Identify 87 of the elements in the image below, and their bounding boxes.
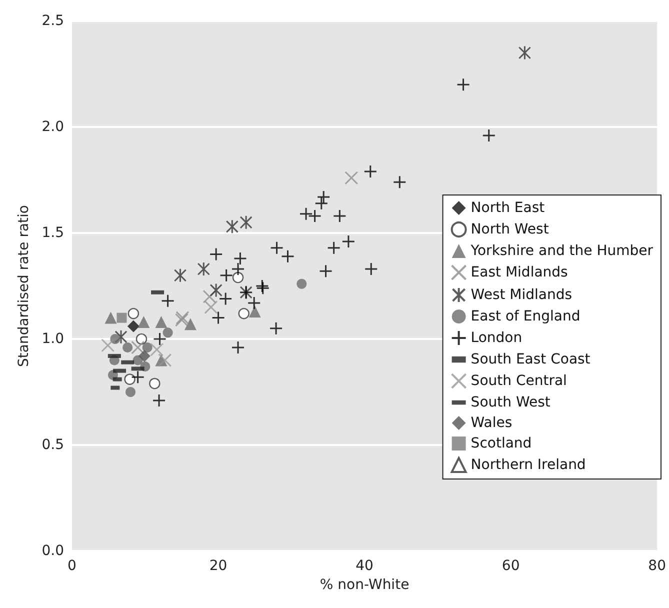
point (122, 342, 133, 352)
y-tick-label: 0.5 (42, 437, 64, 453)
point (281, 250, 295, 264)
point (138, 316, 150, 328)
point (209, 247, 223, 261)
point (299, 207, 313, 221)
x-tick-label: 80 (648, 558, 666, 574)
y-axis-title: Standardised rate ratio (16, 205, 32, 367)
legend-label: London (470, 330, 522, 346)
point (101, 338, 115, 352)
legend-label: North West (470, 222, 550, 238)
point (344, 171, 358, 185)
point (364, 262, 378, 276)
legend-label: East Midlands (470, 264, 568, 280)
point (518, 46, 532, 60)
point (210, 282, 222, 298)
point (319, 264, 333, 278)
point (116, 312, 127, 323)
point (131, 370, 145, 384)
legend-label: East of England (470, 308, 580, 324)
point (114, 330, 128, 344)
point (155, 316, 168, 328)
point (232, 272, 244, 284)
point (327, 241, 341, 255)
point (110, 334, 120, 344)
point (128, 308, 140, 320)
y-tick-label: 2.0 (42, 119, 64, 135)
point (197, 262, 210, 276)
point (152, 394, 166, 408)
point (104, 312, 117, 324)
point (218, 292, 232, 306)
point (220, 268, 234, 282)
point (158, 353, 172, 367)
legend-label: Northern Ireland (470, 457, 586, 473)
y-tick-label: 1.5 (42, 225, 64, 241)
point (204, 300, 218, 314)
point (124, 374, 136, 385)
point (248, 305, 261, 318)
legend-label: South Central (470, 373, 567, 389)
legend-label: Wales (470, 415, 512, 431)
point (138, 350, 150, 362)
x-tick-label: 60 (502, 558, 520, 574)
legend-label: North East (470, 200, 546, 216)
point (131, 340, 145, 354)
point (456, 78, 470, 92)
y-tick-label: 0.0 (42, 543, 64, 559)
legend-label: South West (470, 394, 551, 410)
legend-label: West Midlands (470, 287, 572, 303)
point (482, 128, 496, 142)
point (247, 296, 261, 310)
point (238, 308, 250, 320)
point (233, 252, 247, 266)
y-tick-label: 2.5 (42, 13, 64, 29)
x-tick-label: 40 (356, 558, 374, 574)
point (364, 164, 378, 178)
point (270, 241, 284, 255)
x-tick-label: 0 (68, 558, 76, 574)
point (308, 209, 322, 223)
point (136, 333, 148, 345)
point (162, 328, 173, 338)
point (150, 342, 164, 356)
legend-label: South East Coast (470, 352, 591, 368)
point (142, 342, 152, 352)
point (212, 311, 226, 325)
point (153, 332, 167, 346)
point (231, 340, 245, 354)
point (161, 294, 175, 308)
point (174, 268, 187, 283)
point (392, 175, 406, 189)
point (269, 322, 283, 336)
point (149, 378, 160, 390)
x-axis-title: % non-White (320, 576, 410, 593)
point (342, 234, 356, 248)
point (231, 262, 245, 276)
point (184, 318, 196, 330)
point (126, 387, 136, 397)
x-tick-label: 20 (209, 558, 228, 574)
point (296, 278, 307, 289)
point (316, 190, 330, 204)
legend-label: Scotland (470, 436, 532, 452)
y-tick-label: 1.0 (42, 331, 64, 347)
point (226, 219, 238, 234)
point (127, 320, 140, 332)
point (240, 215, 252, 230)
legend-label: Yorkshire and the Humber (470, 243, 654, 259)
point (332, 209, 346, 223)
point (314, 196, 328, 210)
